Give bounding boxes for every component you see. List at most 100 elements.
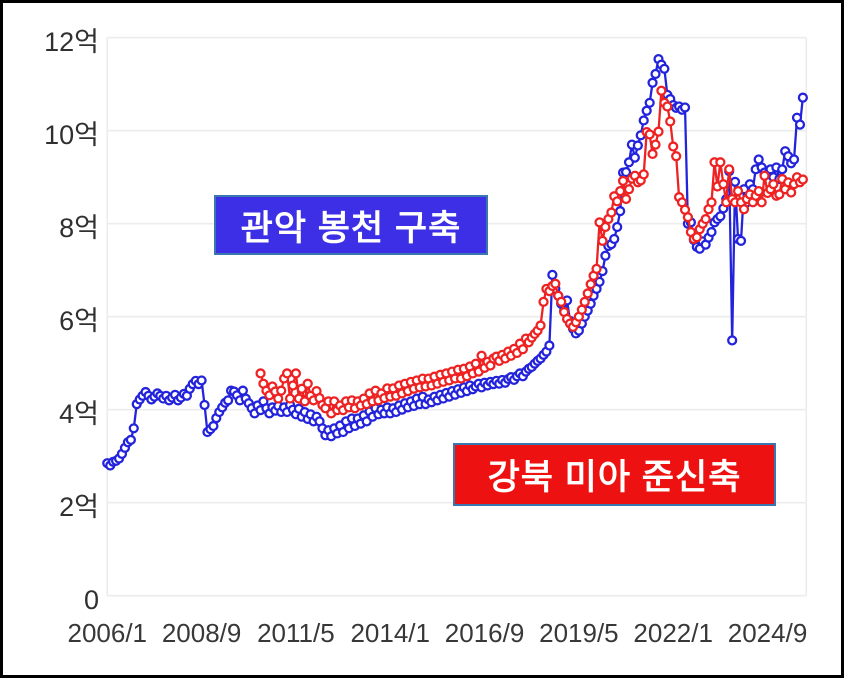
data-point-marker — [609, 233, 620, 245]
data-point-marker — [517, 344, 528, 355]
data-point-marker — [287, 380, 299, 391]
x-tick-label: 2011/5 — [257, 618, 335, 648]
chart-canvas: 0 2억 4억 6억 8억 10억 12억 2006/1 2008/9 2011… — [3, 3, 841, 675]
data-point-marker — [199, 399, 210, 411]
data-point-marker — [582, 288, 593, 299]
data-point-marker — [679, 102, 691, 113]
data-point-marker — [644, 129, 655, 140]
data-point-marker — [788, 154, 800, 165]
data-point-marker — [600, 221, 611, 233]
data-point-marker — [662, 101, 673, 112]
data-point-marker — [718, 179, 729, 190]
data-point-marker — [606, 207, 617, 218]
data-point-marker — [700, 213, 711, 225]
data-point-marker — [128, 423, 139, 434]
data-point-marker — [623, 184, 635, 195]
x-tick-label: 2024/9 — [727, 618, 808, 648]
data-point-marker — [302, 378, 313, 389]
data-point-marker — [777, 164, 788, 175]
data-point-marker — [476, 350, 487, 361]
data-point-marker — [281, 368, 293, 379]
data-point-marker — [612, 196, 623, 207]
data-point-marker — [656, 85, 667, 96]
data-point-marker — [547, 269, 558, 280]
data-point-marker — [550, 278, 561, 289]
x-tick-label: 2022/1 — [633, 618, 713, 648]
data-point-marker — [724, 164, 735, 175]
series-label-gangbuk-mia: 강북 미아 준신축 — [453, 443, 776, 506]
data-point-marker — [125, 434, 136, 446]
x-tick-label: 2019/5 — [539, 618, 619, 648]
data-point-marker — [290, 368, 302, 379]
x-tick-label: 2014/1 — [350, 618, 430, 648]
data-point-marker — [797, 174, 808, 185]
data-point-marker — [644, 97, 655, 108]
data-point-marker — [585, 279, 596, 290]
data-point-marker — [594, 276, 605, 287]
y-tick-label: 8억 — [59, 212, 99, 243]
data-point-marker — [222, 395, 234, 406]
data-point-marker — [659, 63, 670, 74]
data-point-marker — [729, 176, 741, 187]
price-chart — [102, 36, 808, 597]
data-point-marker — [579, 296, 590, 307]
data-point-marker — [732, 186, 744, 197]
y-tick-label: 0 — [83, 584, 99, 615]
data-point-marker — [735, 235, 747, 246]
data-point-marker — [797, 92, 808, 103]
y-tick-label: 2억 — [59, 491, 99, 522]
y-tick-label: 10억 — [44, 119, 99, 150]
data-point-marker — [647, 148, 658, 160]
data-point-marker — [612, 221, 623, 233]
data-point-marker — [273, 393, 284, 404]
data-point-marker — [738, 204, 750, 215]
data-point-marker — [653, 126, 664, 137]
data-point-marker — [196, 375, 207, 386]
data-point-marker — [544, 340, 555, 351]
data-point-marker — [617, 175, 629, 187]
data-point-marker — [753, 154, 764, 165]
data-point-marker — [794, 119, 806, 130]
data-point-marker — [727, 335, 738, 346]
data-point-marker — [682, 212, 694, 223]
data-point-marker — [691, 232, 702, 243]
data-point-marker — [632, 140, 643, 151]
data-point-marker — [629, 152, 640, 163]
data-point-marker — [668, 141, 679, 152]
data-point-marker — [576, 304, 587, 315]
data-point-marker — [470, 358, 481, 369]
data-point-marker — [650, 68, 661, 80]
x-tick-label: 2016/9 — [444, 618, 525, 648]
data-point-marker — [671, 151, 682, 162]
y-tick-label: 6억 — [59, 305, 99, 336]
data-point-marker — [647, 77, 658, 88]
series-line-0 — [106, 57, 805, 467]
data-point-marker — [208, 420, 219, 432]
x-tick-label: 2006/1 — [67, 618, 148, 648]
data-point-marker — [706, 226, 717, 238]
data-point-marker — [759, 170, 770, 181]
data-point-marker — [237, 385, 248, 396]
data-point-marker — [535, 320, 546, 331]
data-point-marker — [620, 166, 632, 178]
data-point-marker — [665, 116, 676, 127]
data-point-marker — [638, 169, 649, 180]
data-point-marker — [276, 385, 287, 396]
data-point-marker — [620, 193, 632, 205]
data-point-marker — [600, 250, 611, 261]
data-point-marker — [597, 235, 608, 246]
data-point-marker — [706, 197, 717, 208]
y-tick-label: 4억 — [59, 398, 99, 429]
data-point-marker — [641, 105, 652, 116]
data-point-marker — [284, 393, 296, 404]
data-point-marker — [591, 263, 602, 274]
data-point-marker — [768, 179, 779, 190]
series-label-gwanak-bongcheon: 관악 봉천 구축 — [214, 195, 488, 255]
data-point-marker — [638, 115, 649, 126]
data-point-marker — [715, 157, 726, 168]
data-point-marker — [756, 197, 767, 208]
data-point-marker — [538, 296, 549, 307]
y-tick-label: 12억 — [44, 26, 99, 57]
data-point-marker — [715, 211, 726, 222]
